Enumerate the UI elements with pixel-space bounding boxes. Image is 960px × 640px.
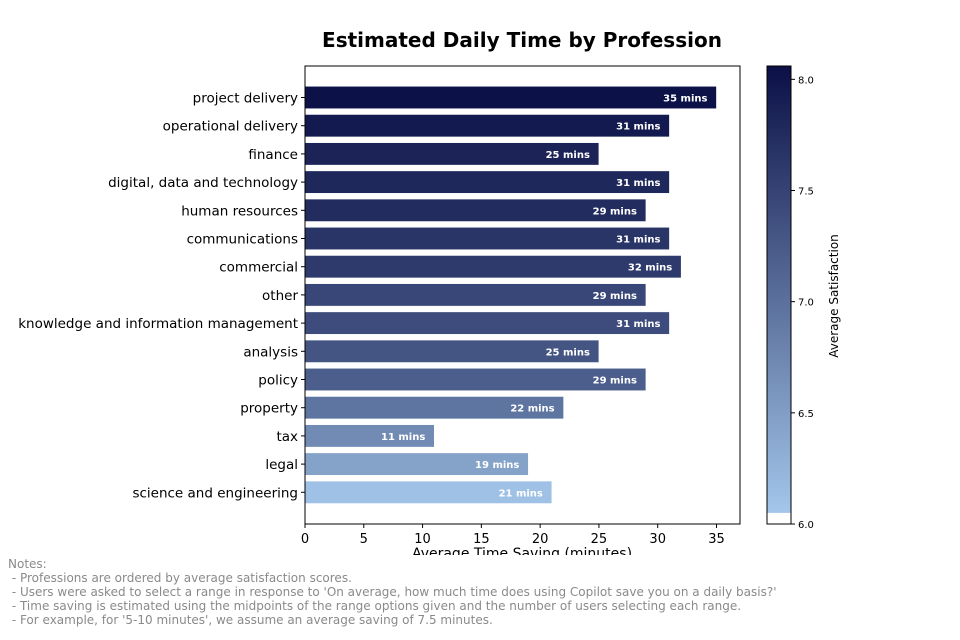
x-tick-label: 35 bbox=[708, 532, 725, 547]
category-label: finance bbox=[248, 147, 298, 163]
bar-value-label: 25 mins bbox=[546, 347, 590, 358]
note-line: - Users were asked to select a range in … bbox=[8, 585, 777, 599]
notes: Notes: - Professions are ordered by aver… bbox=[8, 557, 777, 627]
bar-value-label: 31 mins bbox=[616, 122, 660, 133]
bar bbox=[304, 170, 670, 194]
bar-value-label: 21 mins bbox=[499, 488, 543, 499]
chart-title: Estimated Daily Time by Profession bbox=[322, 28, 722, 52]
x-axis-label: Average Time Saving (minutes) bbox=[412, 546, 632, 555]
x-tick-label: 20 bbox=[532, 532, 549, 547]
colorbar-tick-label: 8.0 bbox=[798, 75, 814, 86]
colorbar-frame bbox=[766, 65, 792, 525]
colorbar-tick-label: 6.5 bbox=[798, 409, 814, 420]
category-label: digital, data and technology bbox=[108, 175, 298, 191]
bar-value-label: 29 mins bbox=[593, 376, 637, 387]
note-line: - Professions are ordered by average sat… bbox=[8, 571, 352, 585]
bar-value-label: 22 mins bbox=[510, 404, 554, 415]
x-tick-label: 30 bbox=[649, 532, 666, 547]
colorbar-tick-label: 6.0 bbox=[798, 520, 814, 531]
bar bbox=[304, 255, 682, 279]
category-label: tax bbox=[276, 429, 298, 445]
category-label: analysis bbox=[243, 344, 298, 360]
colorbar-tick-label: 7.5 bbox=[798, 187, 814, 198]
bar-value-label: 29 mins bbox=[593, 291, 637, 302]
bar-value-label: 19 mins bbox=[475, 460, 519, 471]
colorbar-gradient bbox=[767, 66, 791, 513]
category-label: policy bbox=[258, 373, 298, 389]
bar-value-label: 32 mins bbox=[628, 263, 672, 274]
category-label: human resources bbox=[181, 203, 298, 219]
category-label: legal bbox=[265, 457, 298, 473]
x-tick-label: 5 bbox=[360, 532, 368, 547]
bar bbox=[304, 114, 670, 138]
x-tick-label: 0 bbox=[301, 532, 309, 547]
plot-area: 35 mins project delivery 31 mins operationa… bbox=[18, 85, 725, 547]
x-tick-label: 15 bbox=[473, 532, 490, 547]
bar bbox=[304, 226, 670, 251]
category-label: other bbox=[262, 288, 298, 304]
bar-value-label: 35 mins bbox=[663, 94, 707, 105]
colorbar: 6.0 6.5 7.0 7.5 8.0 bbox=[766, 65, 814, 531]
bar-value-label: 31 mins bbox=[616, 319, 660, 330]
bar-value-label: 25 mins bbox=[546, 150, 590, 161]
bar-value-label: 31 mins bbox=[616, 178, 660, 189]
bar-value-label: 29 mins bbox=[593, 206, 637, 217]
category-label: property bbox=[240, 401, 298, 417]
bar bbox=[304, 85, 717, 110]
colorbar-label: Average Satisfaction bbox=[827, 234, 841, 358]
bar bbox=[304, 311, 670, 335]
note-line: - For example, for '5-10 minutes', we as… bbox=[8, 613, 493, 627]
category-label: communications bbox=[187, 232, 298, 248]
category-label: commercial bbox=[219, 260, 298, 276]
bar-value-label: 31 mins bbox=[616, 235, 660, 246]
bar-value-label: 11 mins bbox=[381, 432, 425, 443]
category-label: operational delivery bbox=[163, 119, 298, 135]
category-label: science and engineering bbox=[132, 485, 298, 501]
note-line: - Time saving is estimated using the mid… bbox=[8, 599, 742, 613]
chart: Estimated Daily Time by Profession 35 mi… bbox=[18, 28, 841, 555]
category-label: project delivery bbox=[193, 91, 298, 107]
notes-heading: Notes: bbox=[8, 557, 47, 571]
colorbar-tick-label: 7.0 bbox=[798, 298, 814, 309]
category-label: knowledge and information management bbox=[18, 316, 298, 332]
plot-frame bbox=[304, 65, 741, 525]
x-tick-label: 10 bbox=[414, 532, 431, 547]
x-tick-label: 25 bbox=[591, 532, 608, 547]
